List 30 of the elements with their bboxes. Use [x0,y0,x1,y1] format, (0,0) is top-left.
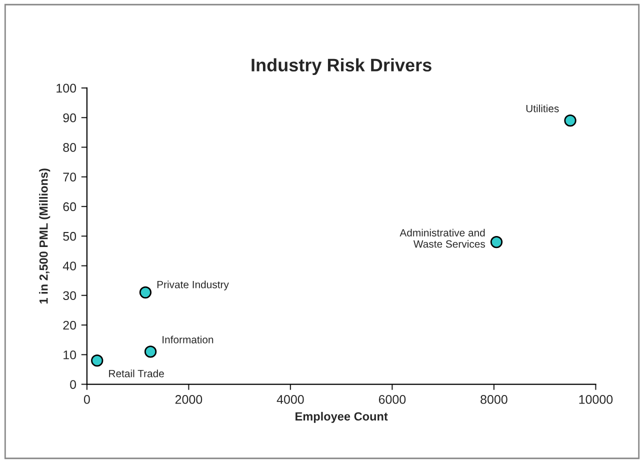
point [144,346,157,358]
point [564,114,576,127]
y-tick-label: 10 [64,350,76,360]
point [139,286,152,299]
y-tick-label: 80 [63,143,76,152]
y-tick-label: 50 [63,232,76,241]
x-tick-label: 6000 [378,395,406,404]
y-tick-label: 60 [63,202,76,212]
annotation: Utilities [526,104,559,112]
x-tick-label: 0 [84,395,90,404]
annotation: Retail Trade [109,370,164,378]
y-tick-label: 0 [70,380,76,389]
annotation: Private Industry [157,280,229,290]
point [490,236,503,248]
point [91,354,104,367]
chart-title: Industry Risk Drivers [252,58,432,76]
x-tick-label: 2000 [175,395,202,404]
annotation: Administrative and Waste Services [400,228,486,248]
y-axis-title: 1 in 2,500 PML (Millions) [39,168,50,304]
y-tick-label: 20 [63,320,76,330]
y-tick-label: 40 [62,262,76,270]
y-tick-label: 90 [63,113,76,122]
x-axis-title: Employee Count [296,412,388,423]
annotation: Information [162,336,214,344]
y-tick-label: 100 [56,84,76,93]
x-tick-label: 4000 [276,395,304,404]
y-tick-label: 30 [63,291,76,300]
y-tick-label: 70 [63,172,76,182]
x-tick-label: 10000 [579,395,613,404]
x-tick-label: 8000 [480,395,508,404]
